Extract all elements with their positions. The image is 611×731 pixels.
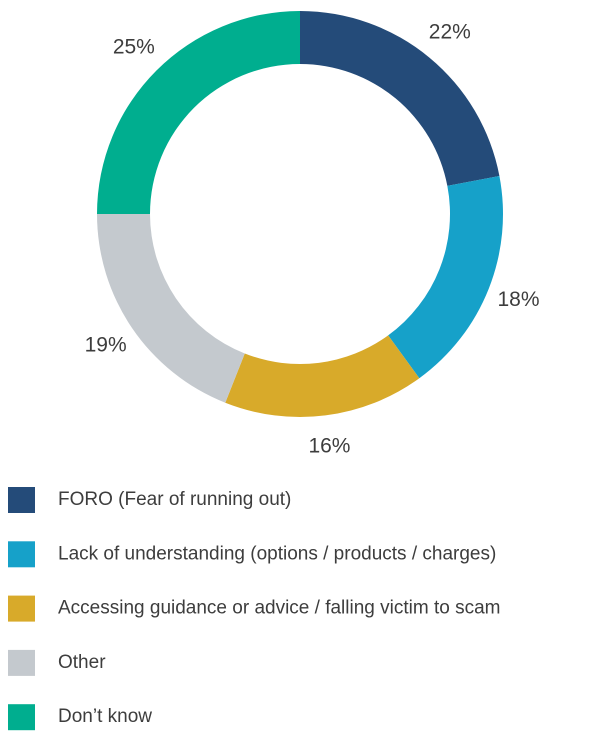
legend-swatch (8, 649, 35, 676)
donut-segment (300, 11, 500, 186)
legend-label: Don’t know (58, 706, 152, 727)
data-label: 18% (497, 288, 539, 311)
donut-segment (225, 335, 420, 417)
legend-swatch (8, 704, 35, 731)
donut-segment (388, 175, 503, 379)
data-label: 25% (113, 35, 155, 58)
legend-label: FORO (Fear of running out) (58, 489, 291, 510)
legend-label: Other (58, 652, 106, 673)
legend-label: Lack of understanding (options / product… (58, 543, 496, 564)
data-label: 22% (429, 20, 471, 43)
data-label: 19% (85, 334, 127, 357)
donut-segment (97, 214, 245, 403)
legend-swatch (8, 595, 35, 622)
legend-label: Accessing guidance or advice / falling v… (58, 598, 500, 619)
legend-swatch (8, 487, 35, 513)
data-label: 16% (308, 435, 350, 458)
legend-swatch (8, 541, 35, 568)
donut-segment (97, 11, 300, 214)
